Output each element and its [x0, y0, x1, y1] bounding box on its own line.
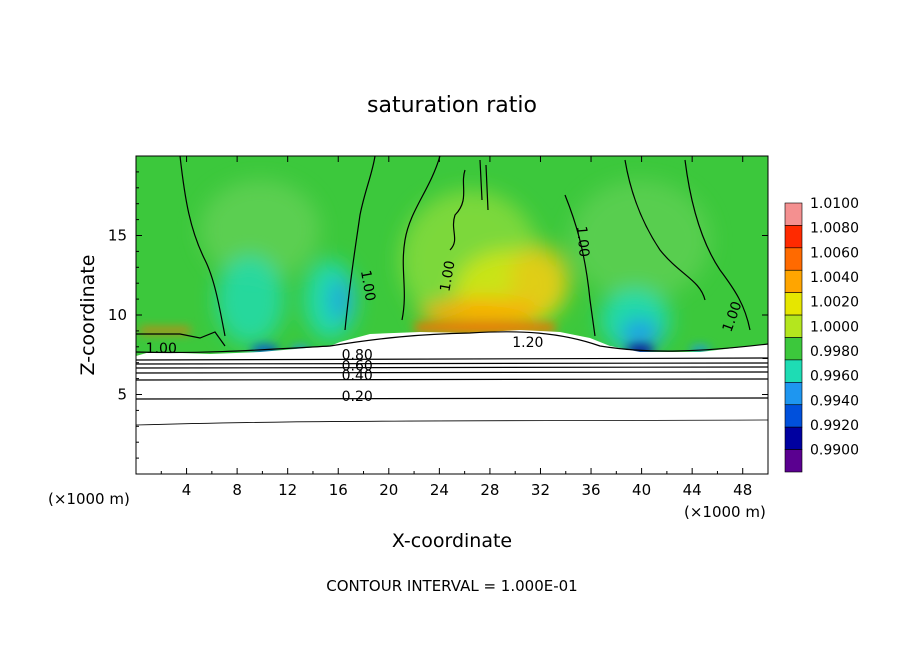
colorbar-swatch [784, 292, 803, 316]
contour-lines [136, 156, 768, 426]
contour-label: 0.80 [342, 348, 373, 364]
y-tick-label: 5 [117, 386, 127, 404]
colorbar-label: 0.9940 [810, 393, 859, 409]
x-tick-label: 20 [379, 481, 398, 499]
colorbar-swatch [784, 247, 803, 271]
x-unit-left: (×1000 m) [48, 490, 130, 508]
x-tick-label: 8 [232, 481, 242, 499]
chart-title: saturation ratio [367, 93, 537, 118]
contour-label: 0.60 [342, 359, 373, 375]
colorbar-label: 1.0000 [810, 319, 859, 335]
colorbar-label: 0.9980 [810, 344, 859, 360]
colorbar-label: 1.0080 [810, 221, 859, 237]
colorbar-swatch [784, 382, 803, 406]
colorbar-swatch [784, 404, 803, 428]
x-tick-label: 48 [733, 481, 752, 499]
colorbar-swatch [784, 426, 803, 450]
field-variations [200, 180, 710, 352]
colorbar-label: 1.0040 [810, 270, 859, 286]
contour-label: 1.00 [437, 259, 458, 292]
contour-label: 1.00 [573, 225, 592, 257]
colorbar-swatch [784, 269, 803, 293]
colorbar-swatch [784, 314, 803, 338]
contour-label: 1.00 [357, 269, 378, 302]
plot-area: 1.001.00 1.001.001.001.200.800.600.400.20 [136, 156, 768, 474]
colorbar: 1.0100 1.0080 1.0060 1.0040 1.0020 1.0000 0.99… [784, 196, 859, 473]
contour-labels: 1.001.00 1.001.001.001.200.800.600.400.20 [146, 225, 746, 405]
colorbar-label: 1.0060 [810, 245, 859, 261]
colorbar-swatch [784, 449, 803, 473]
contour-label: 0.40 [342, 368, 373, 384]
colorbar-swatch [784, 202, 803, 226]
colorbar-swatch [784, 337, 803, 361]
colorbar-swatch [784, 225, 803, 249]
colorbar-label: 1.0100 [810, 196, 859, 212]
contour-label: 1.00 [146, 341, 177, 357]
colorbar-label: 0.9960 [810, 369, 859, 385]
x-tick-label: 32 [531, 481, 550, 499]
x-tick-label: 16 [329, 481, 348, 499]
y-tick-label: 10 [108, 306, 127, 324]
x-tick-label: 36 [581, 481, 600, 499]
x-tick-label: 44 [683, 481, 702, 499]
x-axis-label: X-coordinate [392, 530, 512, 552]
x-tick-label: 40 [632, 481, 651, 499]
x-tick-label: 4 [182, 481, 192, 499]
y-axis: 5 10 15 [108, 171, 768, 459]
x-tick-label: 24 [430, 481, 449, 499]
x-unit-right: (×1000 m) [684, 503, 766, 521]
contour-label: 0.20 [342, 389, 373, 405]
x-tick-label: 28 [480, 481, 499, 499]
y-axis-label: Z-coordinate [77, 255, 99, 376]
x-axis: 4 8 12 16 20 24 28 32 36 40 44 48 [160, 156, 752, 499]
colorbar-label: 0.9920 [810, 418, 859, 434]
y-tick-label: 15 [108, 227, 127, 245]
sub-saturated-region [136, 330, 768, 474]
contour-interval-note: CONTOUR INTERVAL = 1.000E-01 [326, 577, 577, 595]
contour-label: 1.20 [512, 335, 543, 351]
x-tick-label: 12 [278, 481, 297, 499]
colorbar-label: 1.0020 [810, 295, 859, 311]
colorbar-label: 0.9900 [810, 443, 859, 459]
colorbar-swatch [784, 359, 803, 383]
